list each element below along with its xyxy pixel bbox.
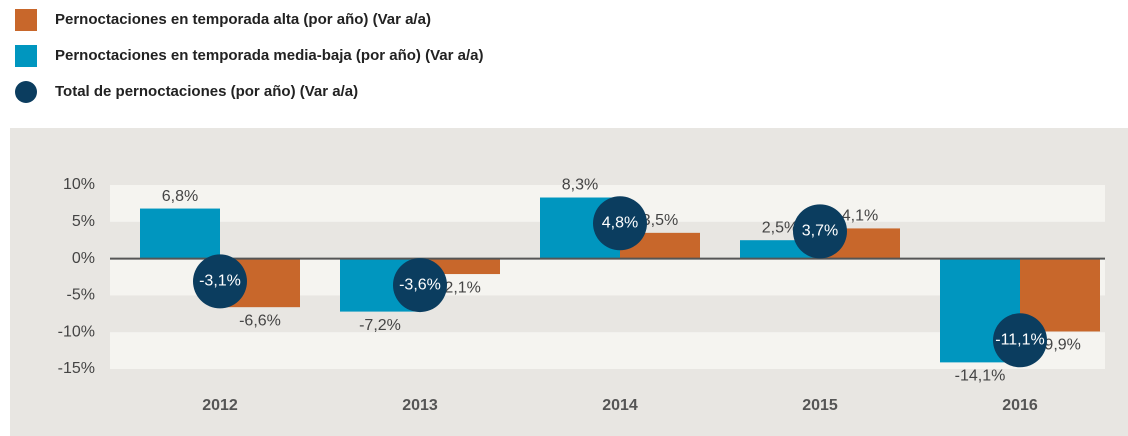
- data-label: -7,2%: [359, 317, 401, 334]
- bar: [140, 208, 220, 259]
- total-marker: [793, 204, 847, 259]
- x-tick-label: 2013: [402, 397, 438, 414]
- legend-marker: [15, 45, 37, 67]
- data-label: 2,5%: [762, 219, 798, 236]
- legend-label: Pernoctaciones en temporada media-baja (…: [55, 47, 483, 64]
- total-marker: [993, 313, 1047, 368]
- total-marker: [593, 196, 647, 251]
- y-tick-label: 0%: [72, 250, 95, 267]
- data-label: -2,1%: [439, 279, 481, 296]
- x-tick-label: 2012: [202, 397, 238, 414]
- data-label: 3,5%: [642, 212, 678, 229]
- legend-label: Pernoctaciones en temporada alta (por añ…: [55, 11, 431, 28]
- data-label: -11,1%: [995, 332, 1045, 349]
- grid-band: [110, 332, 1105, 369]
- y-tick-label: 5%: [72, 213, 95, 230]
- legend-marker: [15, 81, 37, 103]
- data-label: 3,7%: [802, 223, 838, 240]
- data-label: -3,1%: [199, 273, 241, 290]
- total-marker: [393, 258, 447, 313]
- data-label: 6,8%: [162, 188, 198, 205]
- y-tick-label: 10%: [63, 176, 95, 193]
- data-label: -6,6%: [239, 312, 281, 329]
- y-tick-label: -15%: [58, 360, 95, 377]
- data-label: 8,3%: [562, 177, 598, 194]
- data-label: -3,6%: [399, 276, 441, 293]
- total-marker: [193, 254, 247, 309]
- data-label: -9,9%: [1039, 337, 1081, 354]
- y-tick-label: -5%: [67, 287, 95, 304]
- x-tick-label: 2014: [602, 397, 638, 414]
- data-label: 4,8%: [602, 214, 638, 231]
- y-tick-label: -10%: [58, 323, 95, 340]
- legend-label: Total de pernoctaciones (por año) (Var a…: [55, 83, 358, 100]
- x-tick-label: 2015: [802, 397, 838, 414]
- data-label: 4,1%: [842, 208, 878, 225]
- x-tick-label: 2016: [1002, 397, 1038, 414]
- data-label: -14,1%: [955, 368, 1006, 385]
- legend-marker: [15, 9, 37, 31]
